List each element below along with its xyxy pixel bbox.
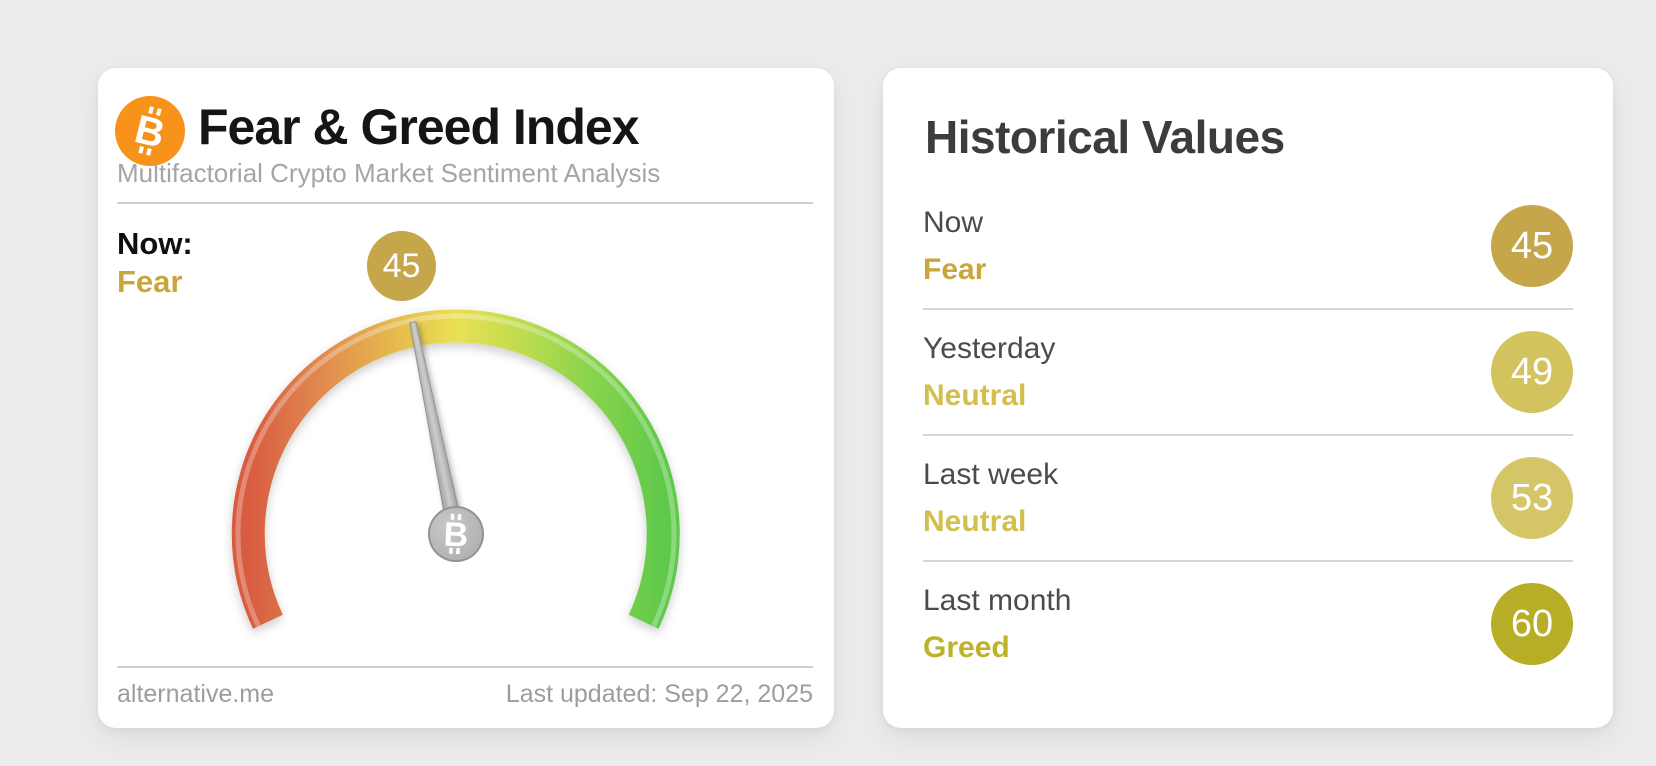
header-divider — [117, 202, 813, 204]
historical-values-card: Historical Values Now Fear 45 Yesterday … — [883, 68, 1613, 728]
now-label: Now: — [117, 226, 193, 261]
history-period-label: Yesterday — [923, 331, 1056, 365]
history-period-label: Last month — [923, 583, 1072, 617]
footer-divider — [117, 666, 813, 668]
gauge-arc-highlight — [235, 313, 677, 628]
history-row-now: Now Fear 45 — [923, 184, 1573, 308]
last-updated-text: Last updated: Sep 22, 2025 — [505, 680, 813, 708]
gauge-chart: B — [231, 309, 680, 629]
page-subtitle: Multifactorial Crypto Market Sentiment A… — [117, 158, 661, 188]
now-sentiment: Fear — [117, 264, 183, 299]
history-period-label: Last week — [923, 457, 1059, 491]
history-sentiment: Neutral — [923, 378, 1027, 412]
history-value-badge: 45 — [1491, 205, 1573, 287]
history-sentiment: Neutral — [923, 504, 1027, 538]
bitcoin-hub-icon: B — [443, 513, 469, 555]
source-link[interactable]: alternative.me — [117, 680, 275, 708]
current-value-badge: 45 — [367, 231, 436, 301]
historical-values-title: Historical Values — [925, 111, 1285, 163]
bitcoin-icon: B — [115, 96, 185, 166]
gauge-arc — [231, 309, 680, 629]
gauge-needle-group: B — [409, 321, 484, 562]
history-row-yesterday: Yesterday Neutral 49 — [923, 308, 1573, 434]
fear-greed-card: B Fear & Greed Index Multifactorial Cryp… — [98, 68, 834, 728]
history-period-label: Now — [923, 205, 984, 239]
gauge-needle — [409, 321, 465, 537]
history-row-last-month: Last month Greed 60 — [923, 560, 1573, 686]
history-sentiment: Greed — [923, 630, 1010, 664]
gauge-hub — [428, 506, 484, 562]
history-value-badge: 49 — [1491, 331, 1573, 413]
history-sentiment: Fear — [923, 252, 987, 286]
history-value-badge: 60 — [1491, 583, 1573, 665]
svg-text:B: B — [443, 515, 469, 554]
history-row-last-week: Last week Neutral 53 — [923, 434, 1573, 560]
history-value-badge: 53 — [1491, 457, 1573, 539]
page-title: Fear & Greed Index — [198, 99, 639, 155]
